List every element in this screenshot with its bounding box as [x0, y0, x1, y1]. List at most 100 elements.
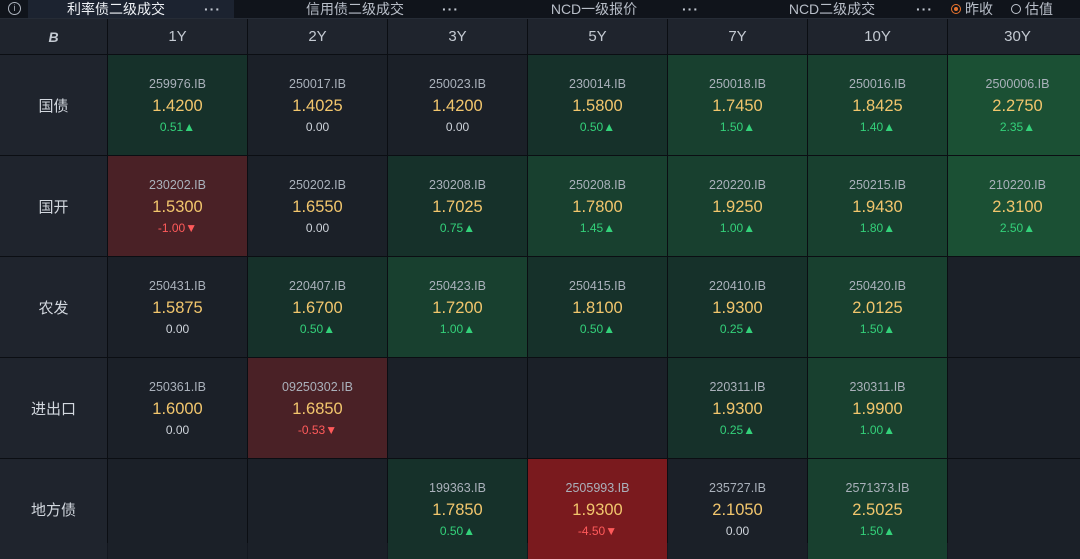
- bond-cell[interactable]: 250420.IB 2.0125 1.50▲: [808, 257, 947, 357]
- bond-change: 0.00: [725, 523, 750, 538]
- bond-cell[interactable]: 250423.IB 1.7200 1.00▲: [388, 257, 527, 357]
- bond-change: -0.53▼: [297, 422, 338, 437]
- bond-cell[interactable]: 2505993.IB 1.9300 -4.50▼: [528, 459, 667, 559]
- bond-yield: 1.7025: [432, 197, 483, 216]
- bond-cell[interactable]: 230014.IB 1.5800 0.50▲: [528, 55, 667, 155]
- bond-code: 250016.IB: [849, 76, 906, 91]
- bond-yield: 2.2750: [992, 96, 1043, 115]
- bond-cell[interactable]: 220311.IB 1.9300 0.25▲: [668, 358, 807, 458]
- bond-change: 1.00▲: [719, 220, 756, 235]
- bond-change: 0.50▲: [439, 523, 476, 538]
- bond-code: 230202.IB: [149, 177, 206, 192]
- empty-cell: [108, 459, 247, 559]
- bond-code: 250420.IB: [849, 278, 906, 293]
- radio-unselected-icon[interactable]: [1011, 4, 1021, 14]
- column-header-10y[interactable]: 10Y: [808, 19, 947, 54]
- bond-cell[interactable]: 250431.IB 1.5875 0.00: [108, 257, 247, 357]
- bond-cell[interactable]: 250016.IB 1.8425 1.40▲: [808, 55, 947, 155]
- bond-yield: 2.5025: [852, 500, 903, 519]
- bond-change: 2.35▲: [999, 119, 1036, 134]
- bond-code: 210220.IB: [989, 177, 1046, 192]
- bond-yield: 1.4200: [152, 96, 203, 115]
- bond-change: 2.50▲: [999, 220, 1036, 235]
- bond-cell[interactable]: 210220.IB 2.3100 2.50▲: [948, 156, 1080, 256]
- radio-label: 昨收: [965, 1, 993, 17]
- bond-cell[interactable]: 199363.IB 1.7850 0.50▲: [388, 459, 527, 559]
- bond-cell[interactable]: 09250302.IB 1.6850 -0.53▼: [248, 358, 387, 458]
- column-header-3y[interactable]: 3Y: [388, 19, 527, 54]
- bond-cell[interactable]: 220220.IB 1.9250 1.00▲: [668, 156, 807, 256]
- bond-change: 0.50▲: [579, 119, 616, 134]
- row-header: 进出口: [0, 358, 107, 458]
- bond-yield: 1.6700: [292, 298, 343, 317]
- empty-cell: [248, 459, 387, 559]
- empty-cell: [528, 358, 667, 458]
- tab-label: 信用债二级成交: [306, 1, 404, 17]
- bond-code: 250361.IB: [149, 379, 206, 394]
- radio-prev-close[interactable]: 昨收: [951, 0, 993, 18]
- bond-cell[interactable]: 230208.IB 1.7025 0.75▲: [388, 156, 527, 256]
- more-icon[interactable]: ···: [442, 1, 459, 17]
- bond-cell[interactable]: 250415.IB 1.8100 0.50▲: [528, 257, 667, 357]
- bond-yield: 1.7450: [712, 96, 763, 115]
- column-header-2y[interactable]: 2Y: [248, 19, 387, 54]
- bond-change: 1.45▲: [579, 220, 616, 235]
- bond-yield: 1.9900: [852, 399, 903, 418]
- radio-valuation[interactable]: 估值: [1011, 0, 1053, 18]
- bond-change: 1.00▲: [859, 422, 896, 437]
- bond-cell[interactable]: 250018.IB 1.7450 1.50▲: [668, 55, 807, 155]
- tab-label: NCD一级报价: [550, 1, 638, 17]
- empty-cell: [388, 358, 527, 458]
- more-icon[interactable]: ···: [204, 1, 221, 17]
- bond-yield: 2.0125: [852, 298, 903, 317]
- more-icon[interactable]: ···: [916, 1, 933, 17]
- bond-change: 0.00: [305, 220, 330, 235]
- bond-cell[interactable]: 250017.IB 1.4025 0.00: [248, 55, 387, 155]
- bond-yield: 1.9300: [712, 298, 763, 317]
- bond-cell[interactable]: 235727.IB 2.1050 0.00: [668, 459, 807, 559]
- bond-cell[interactable]: 2500006.IB 2.2750 2.35▲: [948, 55, 1080, 155]
- bond-code: 250208.IB: [569, 177, 626, 192]
- bond-yield: 1.9250: [712, 197, 763, 216]
- tab-ncd-primary[interactable]: NCD一级报价: [546, 0, 642, 18]
- empty-cell: [948, 358, 1080, 458]
- bond-cell[interactable]: 250208.IB 1.7800 1.45▲: [528, 156, 667, 256]
- column-header-5y[interactable]: 5Y: [528, 19, 667, 54]
- column-header-30y[interactable]: 30Y: [948, 19, 1080, 54]
- bond-yield: 1.6000: [152, 399, 203, 418]
- bond-code: 250415.IB: [569, 278, 626, 293]
- bond-cell[interactable]: 220410.IB 1.9300 0.25▲: [668, 257, 807, 357]
- bond-yield: 1.5800: [572, 96, 623, 115]
- bond-cell[interactable]: 220407.IB 1.6700 0.50▲: [248, 257, 387, 357]
- column-header-1y[interactable]: 1Y: [108, 19, 247, 54]
- bond-cell[interactable]: 250202.IB 1.6550 0.00: [248, 156, 387, 256]
- bond-yield: 1.5875: [152, 298, 203, 317]
- bond-cell[interactable]: 259976.IB 1.4200 0.51▲: [108, 55, 247, 155]
- tab-ncd-secondary[interactable]: NCD二级成交: [784, 0, 880, 18]
- bond-change: -4.50▼: [577, 523, 618, 538]
- bond-cell[interactable]: 250215.IB 1.9430 1.80▲: [808, 156, 947, 256]
- bond-code: 259976.IB: [149, 76, 206, 91]
- info-icon[interactable]: i: [8, 2, 21, 15]
- tab-rate-bond-secondary[interactable]: 利率债二级成交: [28, 0, 234, 18]
- tab-credit-bond-secondary[interactable]: 信用债二级成交: [300, 0, 410, 18]
- bond-cell[interactable]: 230202.IB 1.5300 -1.00▼: [108, 156, 247, 256]
- bond-change: 1.80▲: [859, 220, 896, 235]
- bond-code: 2571373.IB: [845, 480, 910, 495]
- bond-cell[interactable]: 2571373.IB 2.5025 1.50▲: [808, 459, 947, 559]
- bond-code: 2505993.IB: [565, 480, 630, 495]
- bond-cell[interactable]: 250023.IB 1.4200 0.00: [388, 55, 527, 155]
- bond-yield: 1.9430: [852, 197, 903, 216]
- bond-cell[interactable]: 250361.IB 1.6000 0.00: [108, 358, 247, 458]
- more-icon[interactable]: ···: [682, 1, 699, 17]
- bond-code: 199363.IB: [429, 480, 486, 495]
- bond-cell[interactable]: 230311.IB 1.9900 1.00▲: [808, 358, 947, 458]
- column-header-7y[interactable]: 7Y: [668, 19, 807, 54]
- bond-code: 250023.IB: [429, 76, 486, 91]
- bond-change: 0.00: [165, 422, 190, 437]
- bond-yield: 1.9300: [572, 500, 623, 519]
- row-header: 国债: [0, 55, 107, 155]
- radio-selected-icon[interactable]: [951, 4, 961, 14]
- top-toolbar: i 利率债二级成交 ··· 信用债二级成交 ··· NCD一级报价 ··· NC…: [0, 0, 1080, 19]
- bond-yield: 1.9300: [712, 399, 763, 418]
